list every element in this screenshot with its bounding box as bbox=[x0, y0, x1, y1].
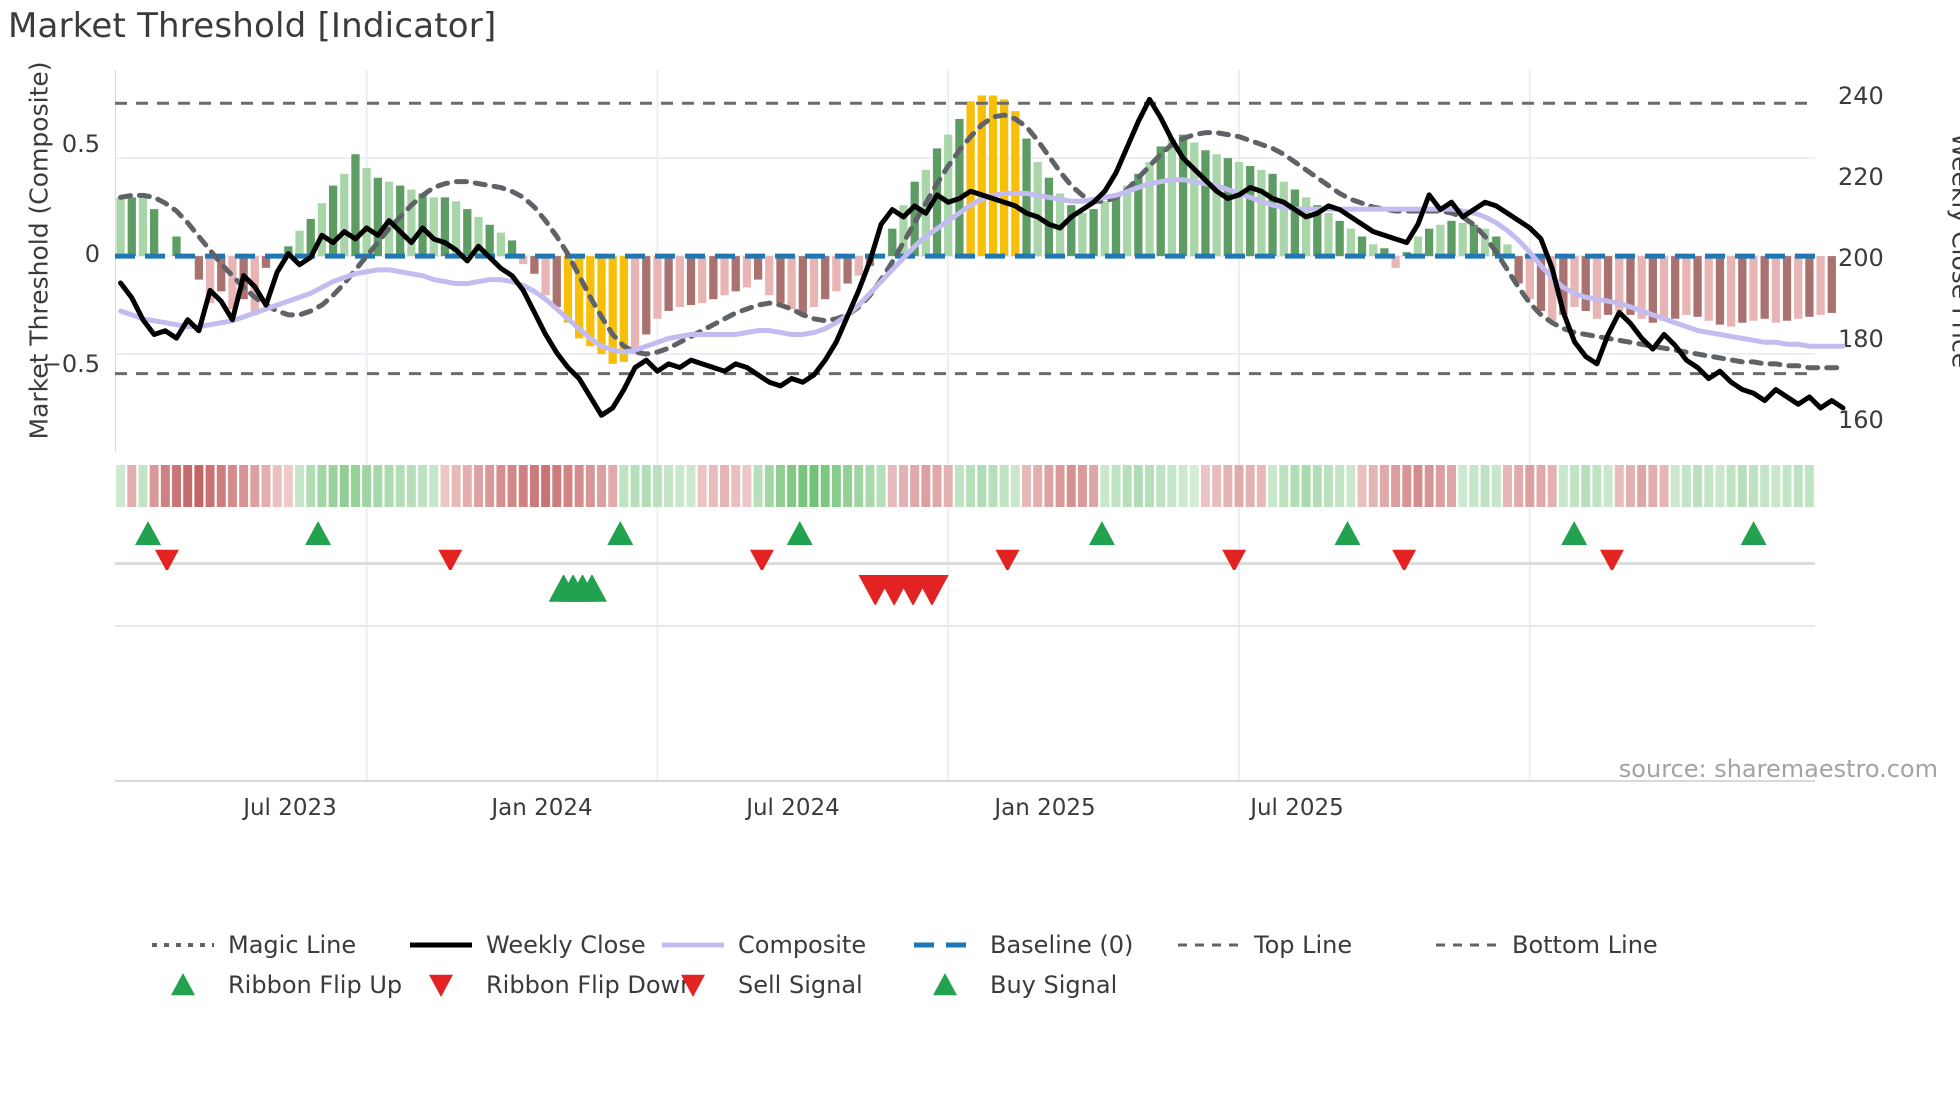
x-tick-3: Jan 2025 bbox=[994, 795, 1096, 821]
red-down-triangle-icon bbox=[660, 972, 726, 998]
legend-label: Ribbon Flip Up bbox=[228, 971, 403, 999]
legend-item-top-line[interactable]: Top Line bbox=[1176, 932, 1434, 958]
legend-item-sell-signal[interactable]: Sell Signal bbox=[660, 972, 912, 998]
dashed-gray-line-icon bbox=[1176, 932, 1242, 958]
legend-item-bottom-line[interactable]: Bottom Line bbox=[1434, 932, 1694, 958]
chart-legend: Magic Line Weekly Close Composite Baseline … bbox=[150, 925, 1850, 1005]
legend-label: Bottom Line bbox=[1512, 931, 1658, 959]
y-tick-right-0: 240 bbox=[1838, 82, 1884, 110]
x-tick-0: Jul 2023 bbox=[243, 795, 337, 821]
source-attribution: source: sharemaestro.com bbox=[1618, 755, 1938, 783]
legend-row-signals: Ribbon Flip Up Ribbon Flip Down Sell Signa… bbox=[150, 965, 1850, 1005]
y-tick-right-2: 200 bbox=[1838, 244, 1884, 272]
legend-item-ribbon-flip-up[interactable]: Ribbon Flip Up bbox=[150, 972, 408, 998]
legend-label: Composite bbox=[738, 931, 867, 959]
legend-label: Baseline (0) bbox=[990, 931, 1134, 959]
legend-item-magic-line[interactable]: Magic Line bbox=[150, 932, 408, 958]
legend-item-composite[interactable]: Composite bbox=[660, 932, 912, 958]
y-tick-right-3: 180 bbox=[1838, 325, 1884, 353]
x-axis-rule bbox=[115, 780, 1815, 782]
green-up-triangle-icon bbox=[912, 972, 978, 998]
green-up-triangle-icon bbox=[150, 972, 216, 998]
legend-label: Buy Signal bbox=[990, 971, 1118, 999]
legend-item-weekly-close[interactable]: Weekly Close bbox=[408, 932, 660, 958]
red-down-triangle-icon bbox=[408, 972, 474, 998]
legend-label: Sell Signal bbox=[738, 971, 863, 999]
signal-axis-rule bbox=[115, 625, 1815, 627]
y-tick-right-1: 220 bbox=[1838, 163, 1884, 191]
legend-label: Weekly Close bbox=[486, 931, 646, 959]
legend-label: Ribbon Flip Down bbox=[486, 971, 696, 999]
flip-axis-rule bbox=[115, 562, 1815, 565]
legend-label: Top Line bbox=[1254, 931, 1353, 959]
x-tick-4: Jul 2025 bbox=[1250, 795, 1344, 821]
legend-item-buy-signal[interactable]: Buy Signal bbox=[912, 972, 1176, 998]
page-title: Market Threshold [Indicator] bbox=[8, 6, 497, 46]
legend-item-baseline-0[interactable]: Baseline (0) bbox=[912, 932, 1176, 958]
plot-left-spine bbox=[115, 70, 116, 452]
y-tick-left-1: 0 bbox=[84, 240, 100, 268]
ribbon-heatmap bbox=[115, 463, 1815, 509]
legend-row-primary: Magic Line Weekly Close Composite Baseline … bbox=[150, 925, 1850, 965]
buy-sell-signal-markers bbox=[115, 574, 1815, 606]
x-tick-2: Jul 2024 bbox=[746, 795, 840, 821]
y-tick-left-2: −0.5 bbox=[41, 350, 100, 378]
ribbon-flip-markers bbox=[115, 520, 1815, 572]
dashed-blue-line-icon bbox=[912, 932, 978, 958]
y-tick-right-4: 160 bbox=[1838, 406, 1884, 434]
y-tick-left-0: 0.5 bbox=[61, 130, 100, 158]
dotted-gray-line-icon bbox=[150, 932, 216, 958]
x-tick-1: Jan 2024 bbox=[491, 795, 593, 821]
legend-item-ribbon-flip-down[interactable]: Ribbon Flip Down bbox=[408, 972, 695, 998]
solid-purple-line-icon bbox=[660, 932, 726, 958]
legend-label: Magic Line bbox=[228, 931, 357, 959]
solid-black-line-icon bbox=[408, 932, 474, 958]
dashed-gray-line-icon bbox=[1434, 932, 1500, 958]
